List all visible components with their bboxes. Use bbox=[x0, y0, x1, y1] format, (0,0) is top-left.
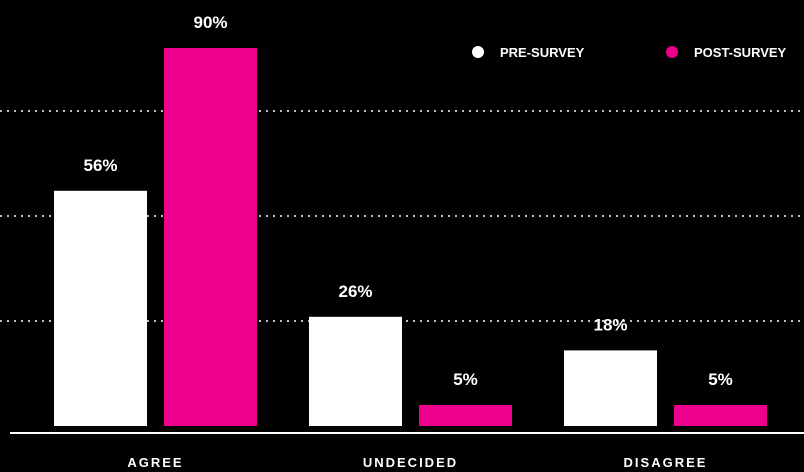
bar-post-survey-disagree bbox=[674, 405, 767, 426]
category-label-disagree: DISAGREE bbox=[624, 455, 708, 470]
bar-pre-survey-undecided bbox=[309, 316, 402, 426]
legend-swatch-pre-survey bbox=[472, 46, 484, 58]
category-label-undecided: UNDECIDED bbox=[363, 455, 458, 470]
value-label-pre-survey-disagree: 18% bbox=[593, 315, 627, 334]
category-labels: AGREE UNDECIDED DISAGREE bbox=[127, 455, 708, 470]
legend-label-pre-survey: PRE-SURVEY bbox=[500, 45, 585, 60]
value-label-pre-survey-agree: 56% bbox=[83, 156, 117, 175]
bar-pre-survey-disagree bbox=[564, 350, 657, 426]
value-label-post-survey-agree: 90% bbox=[193, 13, 227, 32]
category-label-agree: AGREE bbox=[127, 455, 183, 470]
bar-pre-survey-agree bbox=[54, 190, 147, 426]
bars bbox=[54, 48, 767, 426]
bar-post-survey-undecided bbox=[419, 405, 512, 426]
value-label-post-survey-undecided: 5% bbox=[453, 370, 478, 389]
value-labels: 56% 90% 26% 5% 18% 5% bbox=[83, 13, 732, 389]
legend-label-post-survey: POST-SURVEY bbox=[694, 45, 787, 60]
legend-swatch-post-survey bbox=[666, 46, 678, 58]
value-label-post-survey-disagree: 5% bbox=[708, 370, 733, 389]
bar-post-survey-agree bbox=[164, 48, 257, 426]
legend: PRE-SURVEY POST-SURVEY bbox=[472, 45, 787, 60]
value-label-pre-survey-undecided: 26% bbox=[338, 282, 372, 301]
